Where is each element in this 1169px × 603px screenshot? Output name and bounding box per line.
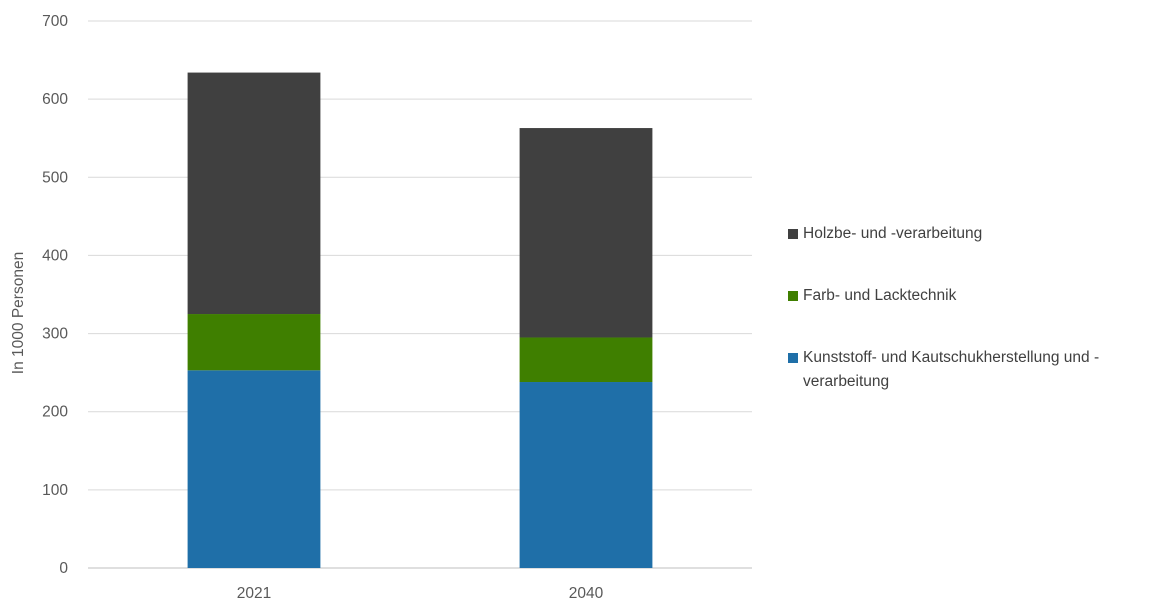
legend-item-farb: Farb- und Lacktechnik: [788, 284, 1163, 308]
y-tick-label: 200: [42, 404, 68, 421]
y-axis-label: In 1000 Personen: [10, 252, 27, 374]
bars: [187, 72, 653, 568]
bar-segment-0-0: [187, 370, 321, 568]
legend-label: Farb- und Lacktechnik: [803, 287, 957, 304]
y-tick-label: 400: [42, 247, 68, 264]
y-tick-label: 500: [42, 169, 68, 186]
legend-swatch: [788, 291, 798, 301]
legend-label: Holzbe- und -verarbeitung: [803, 225, 983, 242]
legend: Holzbe- und -verarbeitung Farb- und Lack…: [788, 222, 1163, 432]
y-tick-label: 700: [42, 13, 68, 30]
y-tick-label: 600: [42, 91, 68, 108]
legend-swatch: [788, 229, 798, 239]
legend-swatch: [788, 353, 798, 363]
x-tick-label: 2021: [237, 585, 271, 602]
bar-segment-0-1: [187, 314, 321, 371]
legend-item-kunststoff: Kunststoff- und Kautschukherstellung und…: [788, 346, 1163, 394]
y-axis-ticks: 0 100 200 300 400 500 600 700: [42, 13, 68, 577]
y-tick-label: 300: [42, 326, 68, 343]
legend-item-holz: Holzbe- und -verarbeitung: [788, 222, 1163, 246]
x-axis-ticks: 2021 2040: [237, 585, 604, 602]
x-tick-label: 2040: [569, 585, 604, 602]
y-tick-label: 100: [42, 482, 68, 499]
bar-segment-1-1: [519, 337, 653, 383]
bar-segment-0-2: [187, 72, 321, 315]
bar-segment-1-2: [519, 128, 653, 338]
bar-segment-1-0: [519, 382, 653, 568]
legend-label: Kunststoff- und Kautschukherstellung und…: [803, 349, 1100, 390]
y-tick-label: 0: [59, 560, 68, 577]
